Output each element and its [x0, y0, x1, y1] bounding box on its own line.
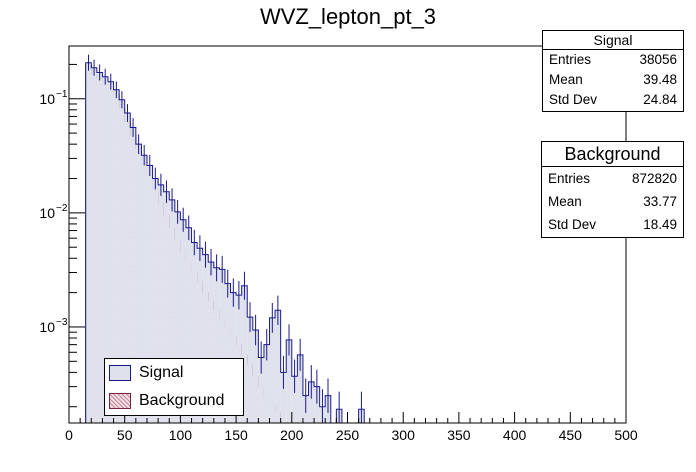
stats-row-mean: Mean 33.77	[542, 190, 683, 213]
bar-signal-90	[169, 199, 175, 423]
bar-signal-180	[269, 317, 276, 423]
bar-signal-175	[263, 344, 270, 423]
bar-signal-40	[113, 89, 120, 423]
stats-label: Std Dev	[548, 217, 597, 232]
stats-label: Entries	[548, 171, 591, 186]
x-tick-label: 150	[224, 427, 248, 443]
stats-value: 38056	[639, 52, 677, 67]
stats-label: Mean	[549, 72, 583, 87]
y-axis: 10−110−210−3	[39, 63, 85, 408]
x-axis: 0 50 100 150 200 250 300 350 400 450 500	[65, 412, 638, 443]
x-tick-label: 0	[65, 427, 73, 443]
stats-value: 872820	[631, 171, 677, 186]
legend-swatch-signal	[109, 365, 131, 381]
x-tick-label: 200	[280, 427, 304, 443]
bar-signal-140	[224, 283, 231, 423]
x-tick-label: 100	[169, 427, 193, 443]
bar-signal-190	[280, 372, 287, 423]
x-tick-label: 350	[447, 427, 471, 443]
legend-entry-background: Background	[105, 387, 243, 415]
bar-signal-75	[152, 178, 159, 423]
y-tick-exponent: −3	[56, 317, 68, 328]
bar-signal-200	[291, 376, 298, 423]
bar-signal-205	[297, 354, 303, 423]
x-tick-label: 50	[117, 427, 133, 443]
bar-signal-170	[258, 357, 264, 423]
bar-signal-220	[314, 386, 320, 423]
stats-value: 33.77	[643, 194, 677, 209]
bar-signal-130	[213, 267, 220, 423]
bar-signal-15	[85, 62, 92, 423]
bar-signal-85	[163, 191, 170, 423]
bar-signal-160	[247, 317, 253, 423]
y-tick-label: 10	[39, 319, 55, 335]
bar-signal-125	[208, 262, 214, 423]
bar-signal-70	[146, 165, 153, 424]
bar-signal-25	[96, 72, 103, 423]
stats-row-stddev: Std Dev 24.84	[543, 90, 683, 110]
chart-title: WVZ_lepton_pt_3	[260, 4, 436, 29]
bar-signal-165	[252, 330, 259, 423]
stats-value: 39.48	[643, 72, 677, 87]
bar-signal-155	[241, 285, 248, 423]
bar-signal-120	[202, 254, 209, 423]
bar-signal-105	[185, 227, 192, 423]
bar-signal-50	[124, 113, 131, 423]
y-tick-exponent: −1	[56, 89, 68, 100]
bar-signal-95	[174, 211, 181, 423]
stats-value: 24.84	[643, 92, 677, 107]
legend-label: Signal	[139, 364, 184, 381]
bar-signal-115	[197, 248, 203, 423]
y-tick-exponent: −2	[56, 203, 68, 214]
bar-signal-185	[275, 310, 281, 423]
y-tick-label: 10	[39, 91, 55, 107]
x-tick-label: 450	[559, 427, 583, 443]
bar-signal-30	[102, 76, 108, 423]
legend: Signal Background	[104, 358, 244, 416]
legend-entry-signal: Signal	[105, 359, 243, 387]
stats-box-signal: Signal Entries 38056 Mean 39.48 Std Dev …	[542, 30, 684, 112]
stats-box-background: Background Entries 872820 Mean 33.77 Std…	[541, 141, 684, 238]
bar-signal-195	[286, 339, 292, 423]
legend-label: Background	[139, 392, 225, 409]
bar-signal-65	[141, 155, 147, 423]
bar-signal-55	[130, 127, 136, 424]
bar-signal-100	[180, 219, 186, 423]
bar-signal-110	[191, 242, 198, 423]
y-tick-label: 10	[39, 205, 55, 221]
stats-row-entries: Entries 38056	[543, 50, 683, 70]
bar-signal-60	[135, 144, 142, 423]
stats-row-mean: Mean 39.48	[543, 70, 683, 90]
x-tick-label: 300	[392, 427, 416, 443]
bar-signal-80	[158, 184, 164, 423]
stats-label: Mean	[548, 194, 582, 209]
stats-title-signal: Signal	[543, 31, 683, 50]
bar-signal-215	[308, 381, 315, 423]
stats-value: 18.49	[643, 217, 677, 232]
x-tick-label: 400	[503, 427, 527, 443]
stats-row-stddev: Std Dev 18.49	[542, 213, 683, 236]
bar-signal-145	[230, 292, 237, 423]
bar-signal-45	[119, 99, 125, 423]
stats-row-entries: Entries 872820	[542, 167, 683, 190]
stats-label: Std Dev	[549, 92, 598, 107]
stats-title-background: Background	[542, 142, 683, 167]
stats-label: Entries	[549, 52, 592, 67]
x-tick-label: 250	[336, 427, 360, 443]
legend-swatch-background	[109, 393, 131, 409]
bar-signal-20	[91, 67, 97, 423]
bar-signal-35	[107, 81, 114, 423]
x-tick-label: 500	[614, 427, 638, 443]
bar-signal-135	[219, 269, 225, 423]
